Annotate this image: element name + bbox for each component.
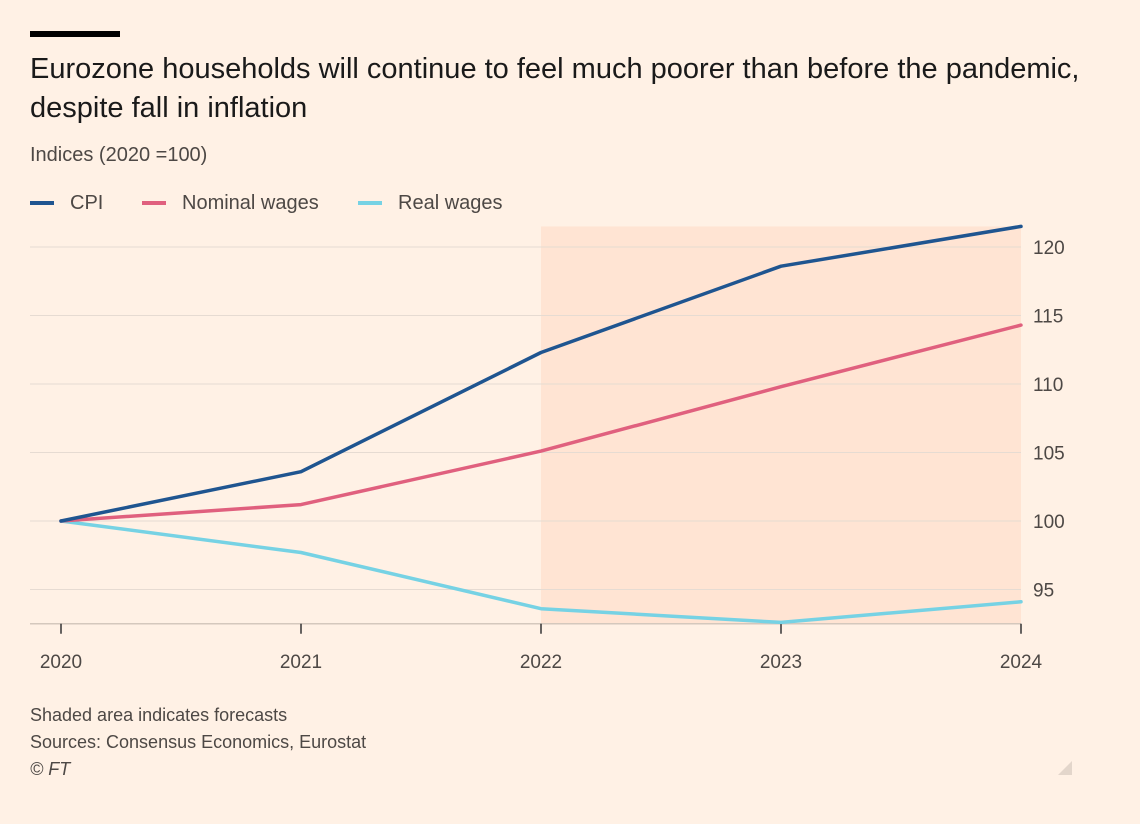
legend-item-cpi: CPI <box>30 190 103 216</box>
chart-subtitle: Indices (2020 =100) <box>30 144 208 166</box>
y-tick-label: 110 <box>1033 375 1063 396</box>
y-tick-label: 105 <box>1033 444 1065 465</box>
legend-swatch-real-wages <box>358 201 382 205</box>
series-line-nominal-wages <box>59 323 1023 523</box>
forecast-shaded-area <box>541 226 1021 624</box>
x-tick-label: 2020 <box>40 652 82 673</box>
legend-label-cpi: CPI <box>70 191 104 214</box>
x-tick-label: 2023 <box>760 652 802 673</box>
forecast-note: Shaded area indicates forecasts <box>30 705 288 725</box>
series-line-real-wages <box>59 519 1023 625</box>
legend-item-nominal-wages: Nominal wages <box>142 190 319 216</box>
x-tick-label: 2021 <box>280 652 322 673</box>
y-tick-label: 100 <box>1033 512 1065 533</box>
legend-swatch-cpi <box>30 201 54 205</box>
resize-handle-icon[interactable] <box>1058 761 1072 775</box>
sources-note: Sources: Consensus Economics, Eurostat <box>30 732 367 752</box>
x-tick-label: 2022 <box>520 652 562 673</box>
y-tick-label: 120 <box>1033 238 1065 259</box>
line-chart: 95 100 105 110 115 120 2020 2021 2022 2023 2024 <box>30 224 1065 673</box>
legend-label-real-wages: Real wages <box>398 191 503 214</box>
series-line-cpi <box>59 224 1023 523</box>
y-tick-label: 95 <box>1033 581 1054 602</box>
legend-swatch-nominal-wages <box>142 201 166 205</box>
legend-item-real-wages: Real wages <box>358 190 503 216</box>
y-tick-label: 115 <box>1033 307 1063 328</box>
brand-top-bar <box>30 31 120 37</box>
chart-title: Eurozone households will continue to fee… <box>30 53 1080 124</box>
copyright-note: © FT <box>30 759 71 779</box>
x-tick-label: 2024 <box>1000 652 1043 673</box>
legend-label-nominal-wages: Nominal wages <box>182 191 319 214</box>
